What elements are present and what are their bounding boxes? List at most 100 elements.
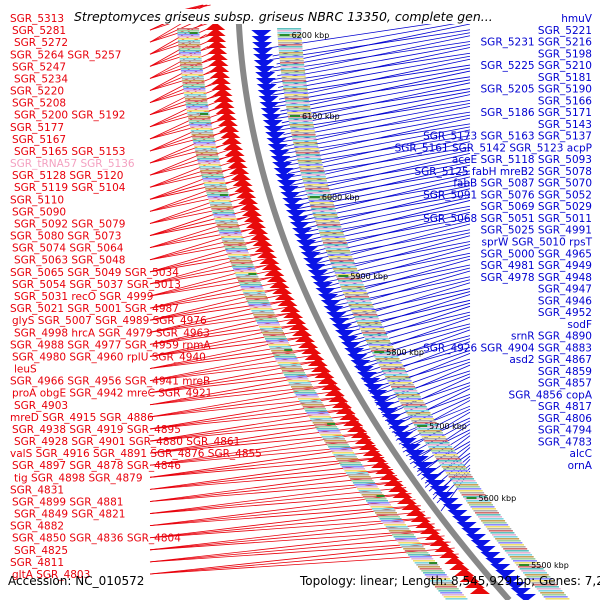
feature-stripe (444, 470, 469, 472)
feature-stripe (302, 178, 327, 180)
feature-stripe (280, 368, 303, 370)
feature-stripe (299, 400, 322, 402)
feature-stripe (226, 250, 248, 252)
feature-band (177, 22, 570, 600)
feature-stripe (393, 536, 416, 538)
reverse-cds-arrow (464, 580, 485, 588)
feature-stripe (313, 214, 338, 216)
feature-stripe (192, 140, 215, 142)
feature-stripe (179, 60, 202, 62)
feature-stripe (293, 142, 318, 144)
feature-stripe (440, 592, 463, 594)
feature-stripe (177, 40, 200, 42)
gene-label-right: SGR_5231 SGR_5216 (481, 37, 593, 49)
leader-line (149, 154, 236, 176)
feature-stripe (185, 104, 208, 106)
gene-label-left: SGR_5065 SGR_5049 SGR_5034 (10, 267, 179, 279)
gene-label-left: SGR_5119 SGR_5104 (14, 182, 126, 194)
feature-stripe (215, 220, 238, 222)
feature-stripe (331, 264, 356, 266)
gene-label-left: mreD SGR_4915 SGR_4886 (10, 412, 154, 424)
feature-stripe (202, 180, 225, 182)
reverse-cds-arrow (354, 436, 375, 444)
feature-stripe (259, 326, 282, 328)
feature-stripe (358, 490, 381, 492)
feature-stripe (287, 112, 312, 114)
feature-stripe (326, 252, 351, 254)
feature-stripe (227, 254, 250, 256)
leader-line (149, 166, 240, 188)
feature-stripe (330, 450, 353, 452)
feature-stripe (179, 56, 202, 58)
feature-stripe (278, 44, 303, 46)
feature-stripe (441, 466, 466, 468)
feature-stripe (277, 38, 302, 40)
reverse-cds-arrow (415, 520, 436, 528)
feature-stripe (280, 64, 305, 66)
feature-stripe (426, 576, 449, 578)
reverse-cds-arrow (283, 310, 304, 318)
feature-stripe (538, 590, 563, 592)
feature-stripe (188, 116, 211, 118)
feature-stripe (186, 110, 209, 112)
gene-label-left: SGR_5177 (10, 122, 64, 134)
tick-label: 5600 kbp (479, 494, 517, 503)
feature-stripe (375, 358, 400, 360)
feature-stripe (220, 234, 243, 236)
leader-line (149, 197, 247, 224)
feature-stripe (255, 318, 278, 320)
feature-stripe (278, 48, 303, 50)
feature-stripe (514, 562, 539, 564)
reverse-cds-arrow (205, 22, 226, 30)
leader-line (149, 185, 243, 212)
feature-stripe (493, 536, 518, 538)
feature-stripe (340, 286, 365, 288)
feature-stripe (326, 250, 350, 252)
feature-stripe (280, 62, 305, 64)
feature-stripe (280, 70, 305, 72)
forward-cds-arrow (261, 114, 282, 122)
feature-stripe (370, 506, 393, 508)
reverse-cds-arrow (227, 160, 248, 168)
forward-cds-arrow (505, 582, 526, 590)
feature-stripe (350, 308, 375, 310)
feature-stripe (490, 532, 515, 534)
feature-stripe (433, 584, 456, 586)
leader-line (355, 335, 471, 366)
feature-stripe (191, 134, 214, 136)
feature-stripe (253, 314, 276, 316)
feature-stripe (197, 158, 220, 160)
feature-stripe (428, 446, 453, 448)
forward-cds-arrow (378, 408, 399, 416)
forward-cds-arrow (381, 414, 402, 422)
feature-stripe (416, 564, 439, 566)
feature-stripe (213, 216, 236, 218)
feature-stripe (338, 280, 363, 282)
feature-stripe (338, 462, 361, 464)
leader-line (328, 276, 471, 308)
forward-cds-arrow (350, 360, 371, 368)
forward-cds-arrow (282, 198, 303, 206)
feature-stripe (207, 196, 230, 198)
feature-stripe (398, 542, 421, 544)
feature-stripe (368, 504, 391, 506)
feature-stripe (206, 194, 229, 196)
leader-line (375, 364, 471, 406)
feature-stripe (368, 344, 393, 346)
leader-line (149, 535, 445, 563)
feature-stripe (295, 152, 320, 154)
gene-label-right: srnR SGR_4890 (511, 331, 592, 343)
forward-cds-arrow (251, 30, 272, 38)
forward-cds-arrow (305, 264, 326, 272)
forward-cds-arrow (360, 378, 381, 386)
feature-stripe (186, 106, 209, 108)
leader-line (149, 475, 398, 502)
feature-stripe (193, 144, 216, 146)
feature-stripe (183, 86, 206, 88)
feature-stripe (384, 374, 409, 376)
reverse-cds-arrow (254, 244, 275, 252)
feature-stripe (290, 386, 313, 388)
feature-stripe (345, 298, 370, 300)
gene-label-right: aceE SGR_5118 SGR_5093 (452, 154, 592, 166)
feature-stripe (199, 168, 222, 170)
